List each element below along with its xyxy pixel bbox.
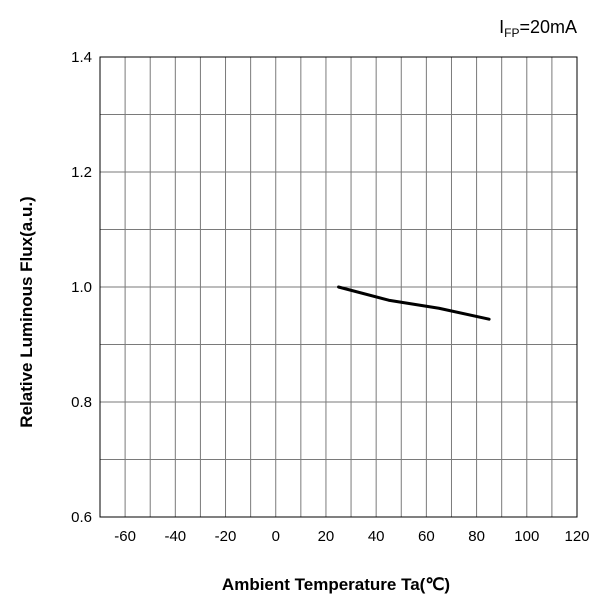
condition-label: IFP=20mA xyxy=(499,17,577,40)
x-tick-label: -40 xyxy=(164,528,186,545)
x-tick-label: -60 xyxy=(114,528,136,545)
y-tick-labels: 0.6 0.8 1.0 1.2 1.4 xyxy=(71,49,92,526)
x-tick-label: 0 xyxy=(272,528,280,545)
plot-frame xyxy=(99,56,578,518)
x-axis-title: Ambient Temperature Ta(℃) xyxy=(222,575,450,594)
x-tick-label: 20 xyxy=(318,528,335,545)
x-tick-label: 40 xyxy=(368,528,385,545)
y-tick-label: 1.4 xyxy=(71,49,92,66)
condition-subscript: FP xyxy=(504,26,519,40)
x-tick-label: 80 xyxy=(468,528,485,545)
x-tick-label: 120 xyxy=(564,528,589,545)
series-line xyxy=(337,285,491,321)
grid-lines xyxy=(99,56,578,518)
x-tick-label: -20 xyxy=(215,528,237,545)
y-axis-title: Relative Luminous Flux(a.u.) xyxy=(17,196,36,427)
x-tick-label: 60 xyxy=(418,528,435,545)
y-tick-label: 0.6 xyxy=(71,509,92,526)
series-layer xyxy=(337,285,491,321)
y-tick-label: 1.2 xyxy=(71,164,92,181)
x-tick-label: 100 xyxy=(514,528,539,545)
condition-symbol: I xyxy=(499,17,504,37)
y-tick-label: 1.0 xyxy=(71,279,92,296)
x-tick-labels: -60 -40 -20 0 20 40 60 80 100 120 xyxy=(114,528,589,545)
condition-value: =20mA xyxy=(519,17,577,37)
y-tick-label: 0.8 xyxy=(71,394,92,411)
